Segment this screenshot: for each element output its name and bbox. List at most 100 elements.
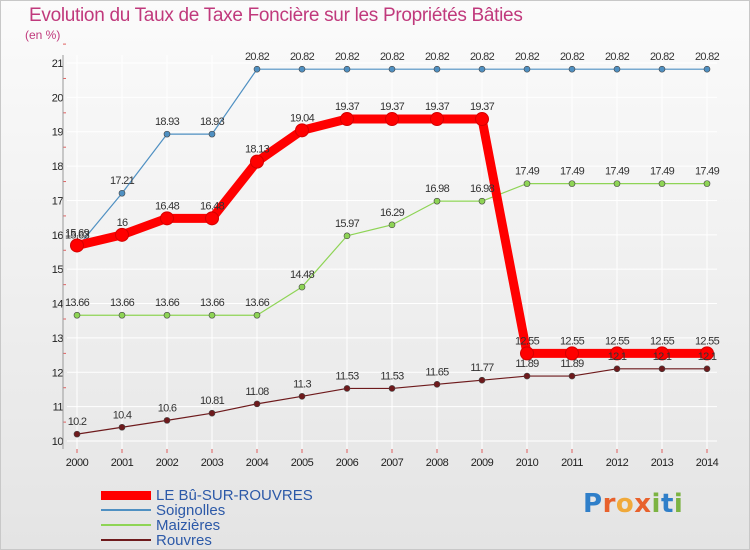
data-point-maizieres-2003 [208,311,216,319]
logo-letter: x [634,489,652,519]
data-point-maizieres-2012 [613,180,621,187]
data-point-soignolles-2003 [208,130,216,138]
data-label-rouvres-2001: 10.4 [113,409,132,421]
data-label-maizieres-2000: 13.66 [65,297,90,309]
data-point-rouvres-2000 [73,430,81,438]
data-point-maizieres-2005 [298,283,306,291]
data-label-le_bu-2006: 19.37 [335,101,360,113]
y-tick-label-20: 20 [52,92,64,104]
x-tick-label-2006: 2006 [336,457,359,469]
data-label-soignolles-2010: 20.82 [515,51,540,63]
x-tick-label-2009: 2009 [471,457,494,469]
x-tick-label-2004: 2004 [246,457,269,469]
data-label-soignolles-2012: 20.82 [605,51,630,63]
data-label-le_bu-2001: 16 [117,217,128,229]
data-point-maizieres-2011 [568,180,576,187]
data-point-le_bu-2008 [430,112,444,127]
data-label-soignolles-2005: 20.82 [290,51,315,63]
data-point-rouvres-2006 [343,385,351,392]
data-label-le_bu-2003: 16.48 [200,200,225,212]
data-label-le_bu-2002: 16.48 [155,200,180,212]
legend-swatch-rouvres [101,539,151,541]
data-point-soignolles-2007 [388,65,396,73]
data-point-rouvres-2010 [523,372,531,380]
data-point-le_bu-2006 [340,112,354,127]
y-tick-label-10: 10 [52,436,64,448]
y-tick-label-21: 21 [52,58,64,70]
y-tick-label-15: 15 [52,264,64,276]
data-point-maizieres-2014 [703,180,711,187]
data-point-le_bu-2005 [295,123,309,138]
y-tick-label-18: 18 [52,161,64,173]
legend-item-le-bu[interactable]: LE Bû-SUR-ROUVRES [101,487,313,504]
x-tick-label-2003: 2003 [201,457,224,469]
logo-letter: i [673,489,684,519]
data-point-le_bu-2012 [610,346,624,361]
data-label-rouvres-2005: 11.3 [293,378,311,390]
x-tick-label-2007: 2007 [381,457,404,469]
data-point-soignolles-2006 [343,65,351,73]
data-point-rouvres-2007 [388,385,396,392]
x-tick-label-2000: 2000 [66,457,89,469]
data-point-le_bu-2011 [565,346,579,361]
data-point-rouvres-2009 [478,376,486,384]
data-label-maizieres-2004: 13.66 [245,297,270,309]
data-label-rouvres-2013: 12.1 [653,351,672,363]
data-point-rouvres-2014 [703,365,711,373]
data-label-soignolles-2007: 20.82 [380,51,405,63]
data-point-le_bu-2002 [160,211,174,226]
data-label-soignolles-2013: 20.82 [650,51,675,63]
data-label-maizieres-2003: 13.66 [200,297,225,309]
chart-title: Evolution du Taux de Taxe Foncière sur l… [29,5,523,26]
legend-item-maizieres[interactable]: Maizières [101,517,220,534]
data-label-maizieres-2011: 17.49 [560,166,585,178]
data-label-maizieres-2010: 17.49 [515,166,540,178]
data-label-le_bu-2007: 19.37 [380,101,405,113]
data-label-maizieres-2006: 15.97 [335,218,360,230]
data-point-rouvres-2004 [253,400,261,408]
data-label-le_bu-2014: 12.55 [695,335,720,347]
data-point-soignolles-2010 [523,65,531,73]
data-point-rouvres-2002 [163,417,171,424]
data-label-maizieres-2009: 16.98 [470,183,495,195]
data-label-maizieres-2012: 17.49 [605,166,630,178]
x-tick-label-2001: 2001 [111,457,134,469]
logo-letter: o [615,489,635,519]
y-tick-label-11: 11 [53,402,64,414]
y-tick-label-13: 13 [52,333,64,345]
data-point-rouvres-2011 [568,372,576,380]
data-point-le_bu-2001 [115,227,129,242]
data-point-le_bu-2013 [655,346,669,361]
data-point-le_bu-2004 [250,154,264,169]
data-point-le_bu-2007 [385,112,399,127]
data-point-le_bu-2003 [205,211,219,226]
legend-label-rouvres: Rouvres [156,531,212,549]
logo-letter: i [651,489,661,519]
data-point-maizieres-2001 [118,311,126,319]
data-label-soignolles-2008: 20.82 [425,51,450,63]
data-point-rouvres-2008 [433,380,441,388]
data-point-rouvres-2001 [118,423,126,431]
data-label-le_bu-2010: 12.55 [515,335,540,347]
y-axis-unit-label: (en %) [25,28,61,42]
data-label-maizieres-2007: 16.29 [380,207,405,219]
legend-item-rouvres[interactable]: Rouvres [101,531,212,549]
legend-item-soignolles[interactable]: Soignolles [101,501,226,519]
data-label-rouvres-2003: 10.81 [200,395,225,407]
data-label-le_bu-2000: 15.69 [65,227,90,239]
data-label-le_bu-2012: 12.55 [605,335,630,347]
data-point-soignolles-2014 [703,65,711,73]
legend-label-soignolles: Soignolles [156,501,226,519]
x-tick-label-2011: 2011 [561,457,583,469]
data-label-le_bu-2011: 12.55 [560,335,585,347]
data-label-rouvres-2011: 11.89 [560,358,584,370]
data-label-soignolles-2006: 20.82 [335,51,360,63]
data-point-soignolles-2005 [298,65,306,73]
data-label-rouvres-2008: 11.65 [425,366,449,378]
data-label-le_bu-2009: 19.37 [470,101,495,113]
data-label-rouvres-2006: 11.53 [335,370,359,382]
series-group [70,65,714,438]
data-label-soignolles-2009: 20.82 [470,51,495,63]
y-tick-label-16: 16 [52,230,64,242]
